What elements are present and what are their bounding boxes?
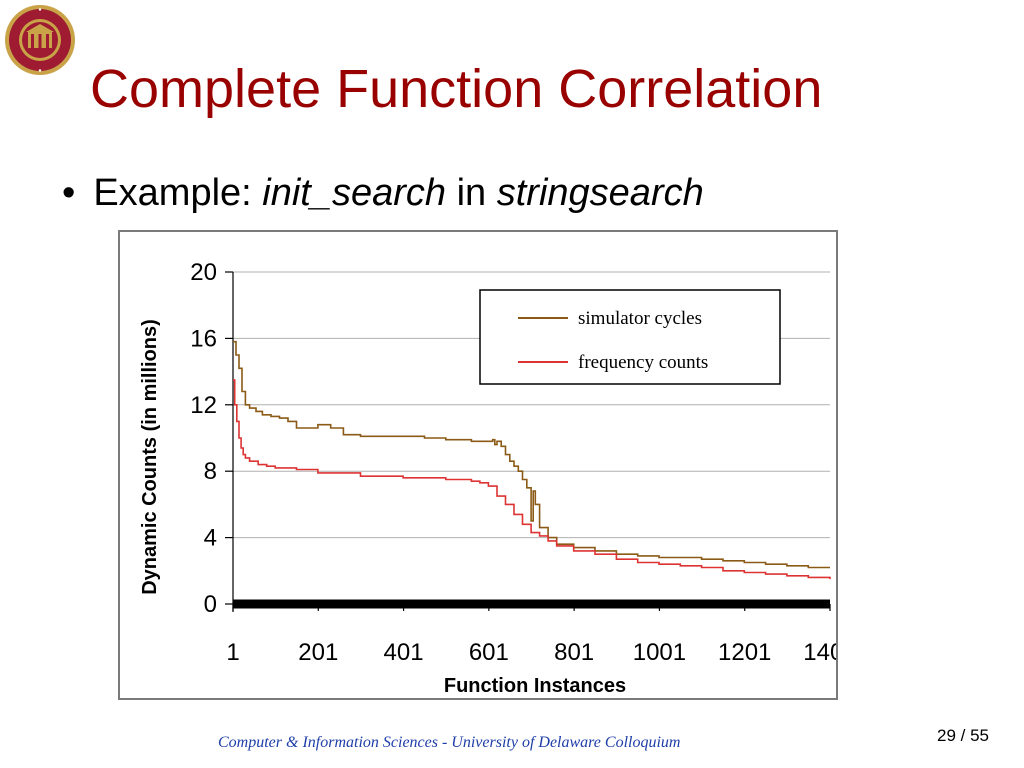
x-tick-label-1: 1 <box>226 639 239 666</box>
university-seal-logo <box>5 5 75 75</box>
x-tick-label-201: 201 <box>298 639 338 666</box>
y-tick-label-20: 20 <box>190 259 217 286</box>
x-tick-label-801: 801 <box>554 639 594 666</box>
slide-title: Complete Function Correlation <box>90 59 823 119</box>
page-separator: / <box>955 726 971 745</box>
page-total: 55 <box>970 726 990 745</box>
y-axis-ticks: 0 4 8 12 16 20 <box>190 259 233 618</box>
bullet-connector: in <box>446 172 497 214</box>
y-tick-label-0: 0 <box>204 591 217 618</box>
footer-text: Computer & Information Sciences - Univer… <box>218 734 681 751</box>
series-line-frequency-counts <box>233 379 831 580</box>
page-current: 29 <box>937 726 956 745</box>
y-tick-label-8: 8 <box>204 458 217 485</box>
series-lines <box>233 340 831 609</box>
x-axis-ticks: 1201401601801100112011401 <box>226 604 836 666</box>
chart-legend: simulator cycles frequency counts <box>479 289 781 385</box>
y-axis-label: Dynamic Counts (in millions) <box>139 319 161 595</box>
bullet-prefix: Example: <box>93 172 263 214</box>
bullet-example: • Example: init_search in stringsearch <box>62 172 704 215</box>
legend-label-frequency-counts: frequency counts <box>578 352 708 373</box>
page-number: 29 / 55 <box>937 726 989 746</box>
legend-label-simulator-cycles: simulator cycles <box>578 308 702 329</box>
y-tick-label-12: 12 <box>190 392 217 419</box>
y-tick-label-16: 16 <box>190 325 217 352</box>
legend-box <box>479 289 781 385</box>
x-tick-label-601: 601 <box>469 639 509 666</box>
function-name: init_search <box>262 172 447 214</box>
bullet-dot-icon: • <box>62 172 76 214</box>
program-name: stringsearch <box>496 172 704 214</box>
x-tick-label-401: 401 <box>384 639 424 666</box>
x-tick-label-1001: 1001 <box>633 639 686 666</box>
series-line-simulator-cycles <box>233 340 830 569</box>
y-tick-label-4: 4 <box>204 525 217 552</box>
x-tick-label-1201: 1201 <box>718 639 771 666</box>
x-axis-label: Function Instances <box>444 675 626 697</box>
